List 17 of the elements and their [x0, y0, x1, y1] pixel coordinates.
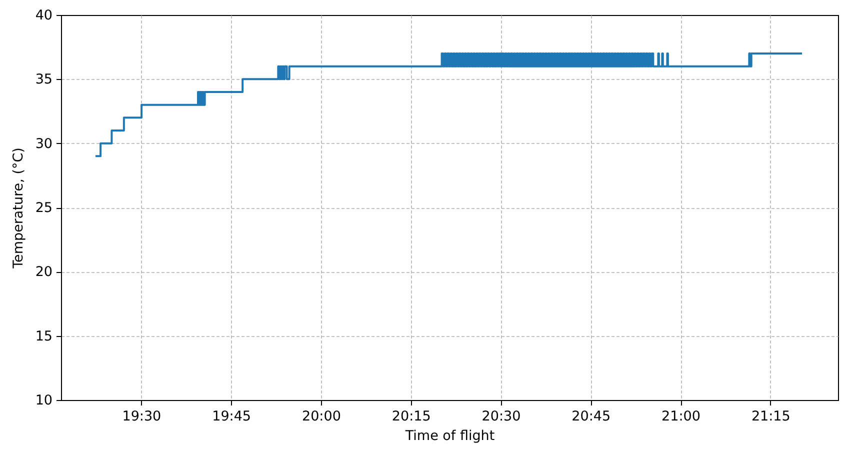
- x-axis-title: Time of flight: [404, 428, 495, 444]
- x-tick-label: 21:15: [751, 408, 790, 424]
- y-tick-label: 15: [35, 328, 52, 344]
- y-tick-label: 30: [35, 136, 52, 152]
- x-tick-label: 21:00: [662, 408, 700, 424]
- x-tick-label: 20:45: [572, 408, 611, 424]
- x-tick-label: 20:30: [482, 408, 521, 424]
- y-tick-label: 20: [35, 264, 52, 280]
- y-tick-label: 25: [35, 200, 52, 216]
- x-tick-label: 19:45: [212, 408, 252, 424]
- x-tick-label: 19:30: [122, 408, 162, 424]
- y-tick-label: 40: [35, 8, 52, 24]
- x-tick-label: 20:15: [392, 408, 431, 424]
- y-axis-title: Temperature, (°C): [10, 148, 26, 270]
- y-tick-label: 10: [35, 392, 52, 408]
- x-tick-label: 20:00: [302, 408, 341, 424]
- y-tick-label: 35: [35, 72, 52, 88]
